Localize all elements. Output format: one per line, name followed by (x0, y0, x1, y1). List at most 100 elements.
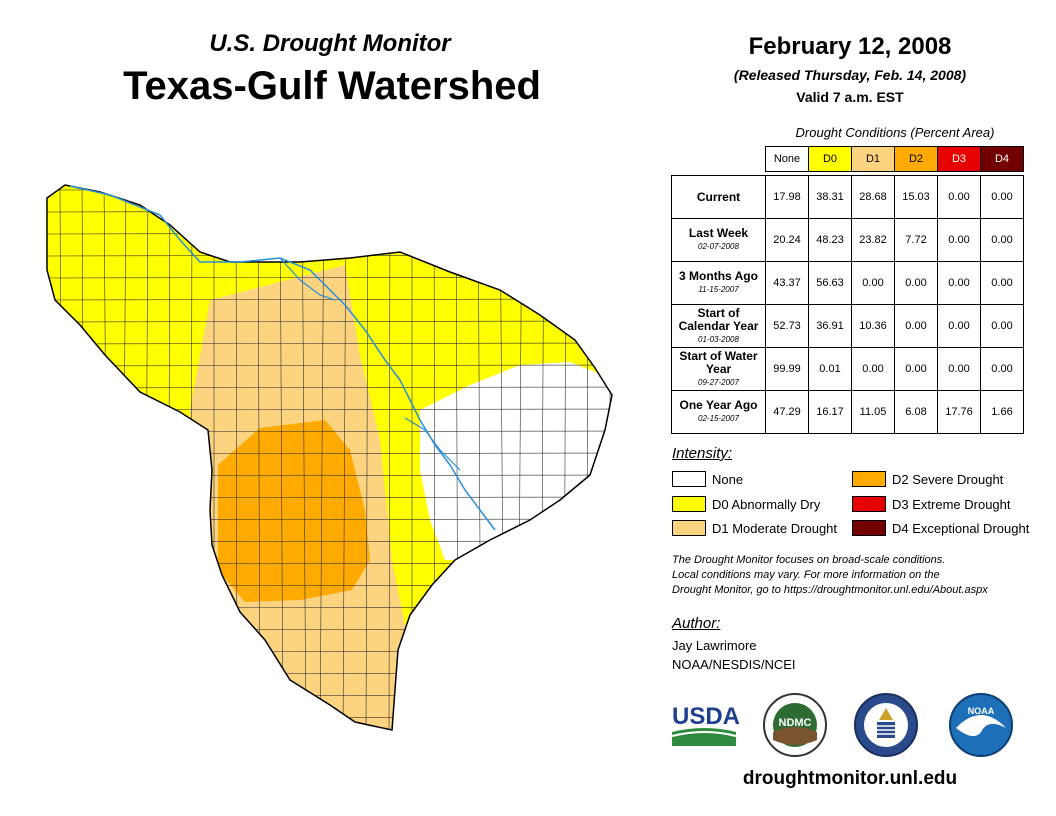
county-line (319, 185, 325, 730)
legend-item-d1: D1 Moderate Drought (672, 520, 837, 536)
cell: 47.29 (765, 390, 809, 434)
cell: 11.05 (851, 390, 895, 434)
legend-swatch (672, 471, 706, 487)
author-org: NOAA/NESDIS/NCEI (672, 657, 796, 672)
cell: 99.99 (765, 347, 809, 391)
county-line (342, 185, 347, 730)
cell: 7.72 (894, 218, 938, 262)
row-label: Start of Calendar Year 01-03-2008 (671, 304, 766, 348)
cell: 15.03 (894, 175, 938, 219)
cell: 0.00 (937, 304, 981, 348)
county-line (47, 716, 612, 719)
release-date: (Released Thursday, Feb. 14, 2008) (733, 67, 967, 83)
county-line (40, 739, 630, 740)
cell: 1.66 (980, 390, 1024, 434)
cell: 48.23 (808, 218, 852, 262)
cell: 16.17 (808, 390, 852, 434)
cell: 0.00 (980, 261, 1024, 305)
svg-text:NDMC: NDMC (779, 717, 812, 729)
valid-time: Valid 7 a.m. EST (796, 89, 904, 105)
table-row: One Year Ago 02-15-2007 47.29 16.17 11.05… (671, 390, 1024, 434)
legend-item-d2: D2 Severe Drought (852, 471, 1003, 487)
watershed-map (40, 184, 630, 740)
col-header-d2: D2 (894, 146, 938, 172)
legend-swatch (672, 496, 706, 512)
cell: 0.00 (894, 347, 938, 391)
legend-title: Intensity: (672, 445, 733, 462)
legend-swatch (852, 520, 886, 536)
svg-text:NOAA: NOAA (968, 706, 995, 716)
cell: 20.24 (765, 218, 809, 262)
cell: 38.31 (808, 175, 852, 219)
river-main (69, 185, 496, 531)
noaa-logo: NOAA (949, 693, 1013, 757)
col-header-d0: D0 (808, 146, 852, 172)
cell: 0.00 (937, 175, 981, 219)
legend-item-d0: D0 Abnormally Dry (672, 496, 820, 512)
legend-swatch (852, 471, 886, 487)
cell: 52.73 (765, 304, 809, 348)
map-subtitle: U.S. Drought Monitor (209, 30, 451, 57)
cell: 28.68 (851, 175, 895, 219)
table-header-row: None D0 D1 D2 D3 D4 (672, 146, 1024, 172)
col-header-d3: D3 (937, 146, 981, 172)
col-header-none: None (765, 146, 809, 172)
river-tributary (279, 257, 336, 301)
cell: 0.00 (894, 261, 938, 305)
cell: 36.91 (808, 304, 852, 348)
row-label: Current (671, 175, 766, 219)
cell: 0.00 (980, 347, 1024, 391)
cell: 0.00 (980, 218, 1024, 262)
col-header-d4: D4 (980, 146, 1024, 172)
watershed-boundary (46, 184, 613, 731)
row-label: Start of Water Year 09-27-2007 (671, 347, 766, 391)
cell: 0.00 (937, 218, 981, 262)
table-row: 3 Months Ago 11-15-2007 43.37 56.63 0.00 … (671, 261, 1024, 305)
county-line (47, 342, 612, 345)
cell: 0.00 (980, 304, 1024, 348)
cell: 17.76 (937, 390, 981, 434)
cell: 0.00 (851, 261, 895, 305)
cell: 43.37 (765, 261, 809, 305)
table-row: Start of Calendar Year 01-03-2008 52.73 3… (671, 304, 1024, 348)
map-title: Texas-Gulf Watershed (123, 64, 541, 108)
author-heading: Author: (672, 615, 721, 632)
table-caption: Drought Conditions (Percent Area) (795, 125, 995, 140)
cell: 0.00 (894, 304, 938, 348)
cell: 17.98 (765, 175, 809, 219)
row-label: One Year Ago 02-15-2007 (671, 390, 766, 434)
doc-seal-logo (854, 693, 918, 757)
cell: 0.01 (808, 347, 852, 391)
county-line (47, 188, 612, 191)
county-line (279, 185, 284, 730)
cell: 23.82 (851, 218, 895, 262)
county-line (47, 386, 612, 389)
svg-text:USDA: USDA (672, 703, 740, 730)
table-row: Start of Water Year 09-27-2007 99.99 0.01… (671, 347, 1024, 391)
d2-region (218, 420, 370, 602)
cell: 0.00 (851, 347, 895, 391)
disclaimer-note: The Drought Monitor focuses on broad-sca… (672, 554, 988, 596)
drought-conditions-table: None D0 D1 D2 D3 D4 Current 17.98 38.31 … (671, 146, 1024, 434)
ndmc-logo: NDMC (763, 693, 827, 757)
legend-swatch (852, 496, 886, 512)
county-line (301, 185, 307, 730)
usda-logo: USDA (671, 703, 740, 746)
county-line (47, 364, 612, 367)
website-link[interactable]: droughtmonitor.unl.edu (742, 768, 958, 789)
legend-item-d4: D4 Exceptional Drought (852, 520, 1029, 536)
cell: 56.63 (808, 261, 852, 305)
river-tributary-2 (404, 417, 461, 471)
col-header-d1: D1 (851, 146, 895, 172)
cell: 6.08 (894, 390, 938, 434)
county-line (388, 185, 391, 730)
legend-item-none: None (672, 471, 743, 487)
legend-item-d3: D3 Extreme Drought (852, 496, 1011, 512)
cell: 0.00 (937, 347, 981, 391)
county-line (47, 320, 612, 323)
row-label: 3 Months Ago 11-15-2007 (671, 261, 766, 305)
map-date: February 12, 2008 (748, 33, 952, 60)
cell: 0.00 (937, 261, 981, 305)
county-line (365, 185, 369, 730)
cell: 0.00 (980, 175, 1024, 219)
